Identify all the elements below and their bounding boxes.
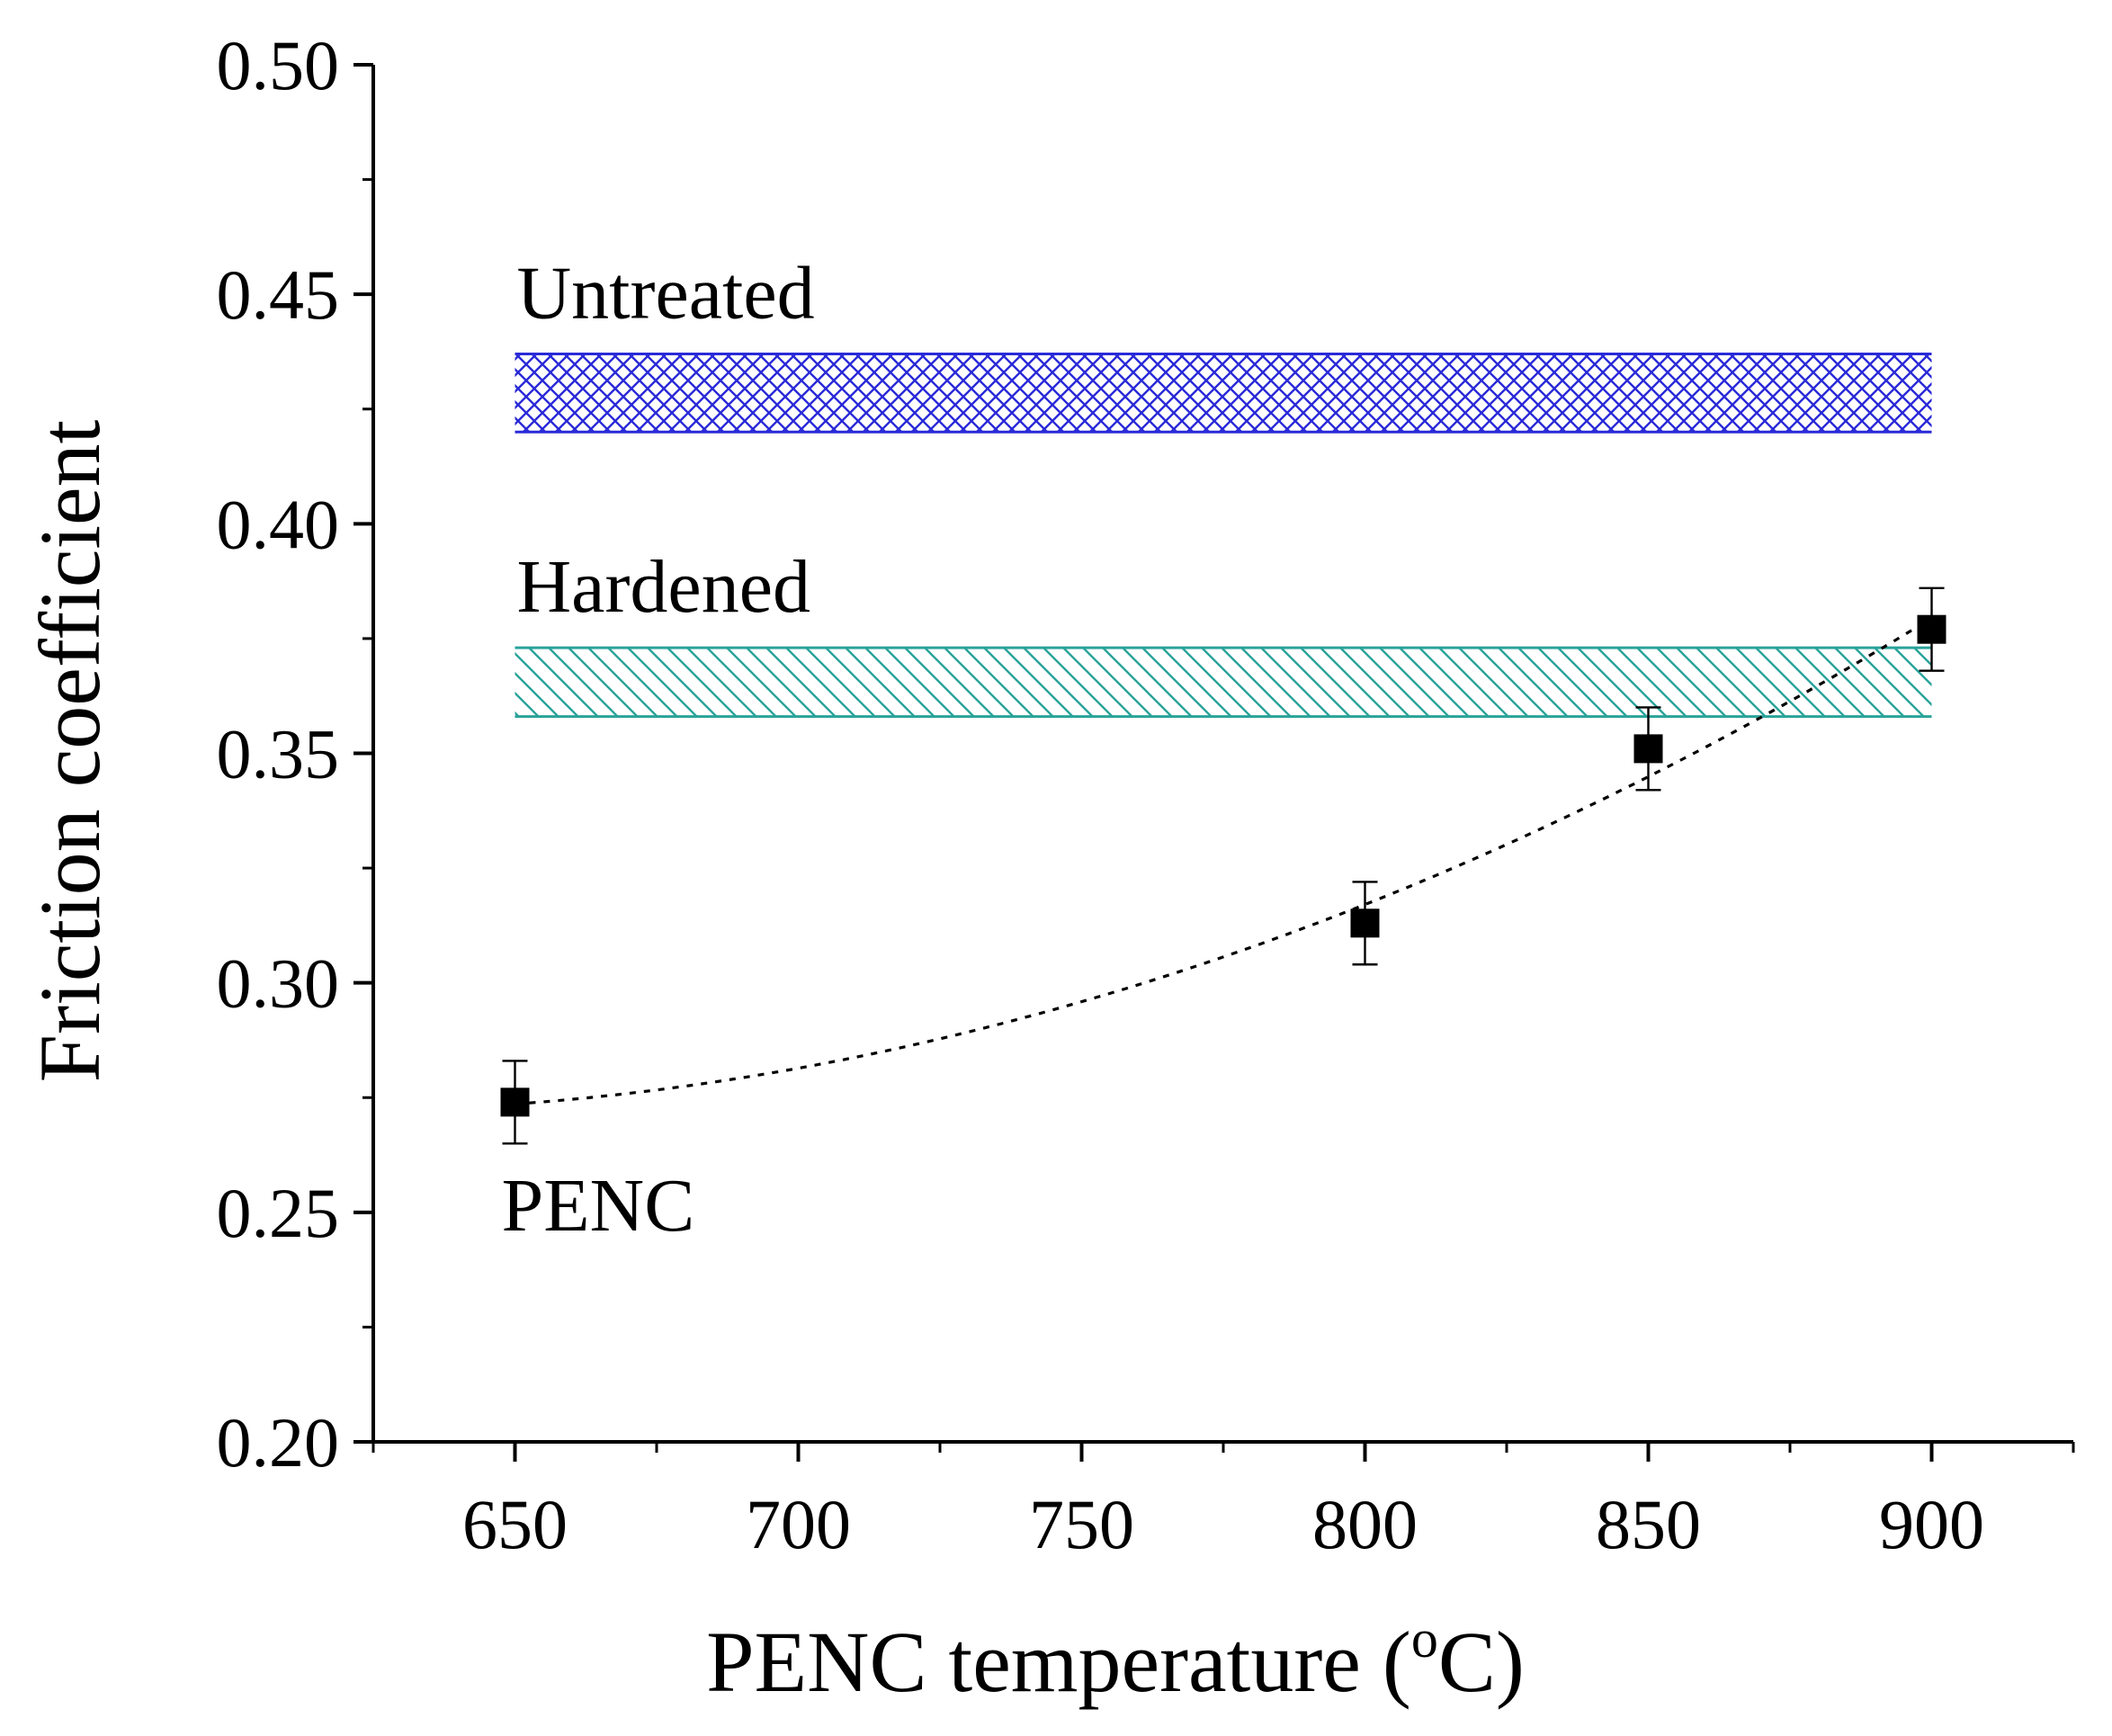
y-tick-label: 0.20 [217, 1403, 340, 1481]
x-axis-title: PENC temperature (oC) [706, 1609, 1525, 1710]
data-point [500, 1087, 530, 1117]
band-label-hardened: Hardened [517, 545, 810, 629]
y-tick-label: 0.50 [217, 26, 340, 104]
x-tick-label: 900 [1879, 1485, 1984, 1563]
x-tick-label: 650 [462, 1485, 568, 1563]
series-label-penc: PENC [502, 1164, 695, 1248]
data-point [1917, 614, 1946, 644]
y-axis-title: Friction coefficient [22, 419, 118, 1082]
trend-line [515, 616, 1933, 1105]
x-tick-label: 800 [1312, 1485, 1418, 1563]
band-hardened [515, 648, 1932, 717]
y-tick-label: 0.40 [217, 485, 340, 563]
y-tick-label: 0.45 [217, 255, 340, 334]
y-tick-label: 0.30 [217, 944, 340, 1023]
y-tick-label: 0.25 [217, 1174, 340, 1252]
band-untreated [515, 353, 1932, 433]
x-tick-label: 850 [1596, 1485, 1701, 1563]
data-point [1350, 908, 1380, 938]
x-tick-label: 750 [1029, 1485, 1134, 1563]
data-point [1633, 734, 1663, 764]
x-tick-label: 700 [746, 1485, 851, 1563]
band-label-untreated: Untreated [517, 252, 815, 336]
y-tick-label: 0.35 [217, 715, 340, 793]
